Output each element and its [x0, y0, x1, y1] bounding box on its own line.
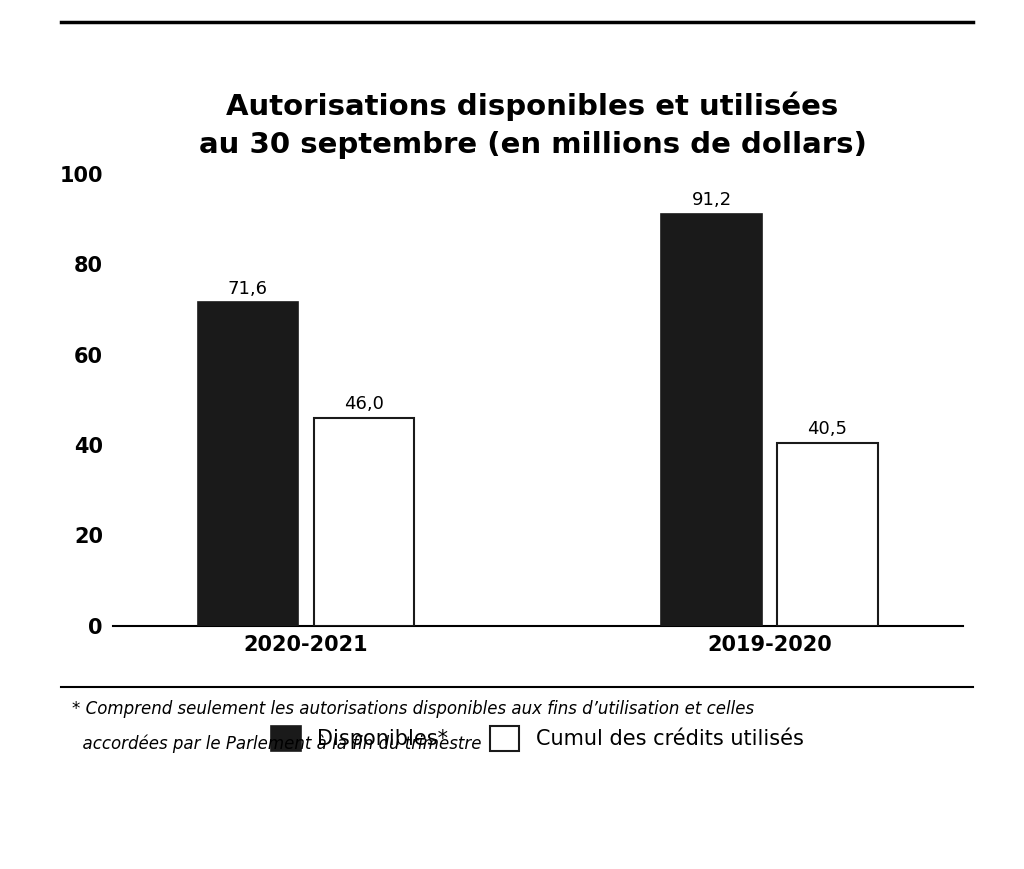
Text: 91,2: 91,2 [691, 191, 731, 209]
Bar [313, 418, 414, 626]
Bar [777, 442, 878, 626]
Text: * Comprend seulement les autorisations disponibles aux fins d’utilisation et cel: * Comprend seulement les autorisations d… [72, 700, 754, 718]
Text: accordées par le Parlement à la fin du trimestre: accordées par le Parlement à la fin du t… [72, 734, 481, 753]
Bar [662, 214, 762, 626]
Bar [198, 302, 298, 626]
Text: Autorisations disponibles et utilisées
au 30 septembre (en millions de dollars): Autorisations disponibles et utilisées a… [199, 91, 866, 159]
Text: 46,0: 46,0 [344, 395, 384, 414]
Legend: Disponibles*, Cumul des crédits utilisés: Disponibles*, Cumul des crédits utilisés [271, 726, 804, 751]
Text: 71,6: 71,6 [228, 280, 268, 297]
Text: 40,5: 40,5 [807, 420, 847, 438]
